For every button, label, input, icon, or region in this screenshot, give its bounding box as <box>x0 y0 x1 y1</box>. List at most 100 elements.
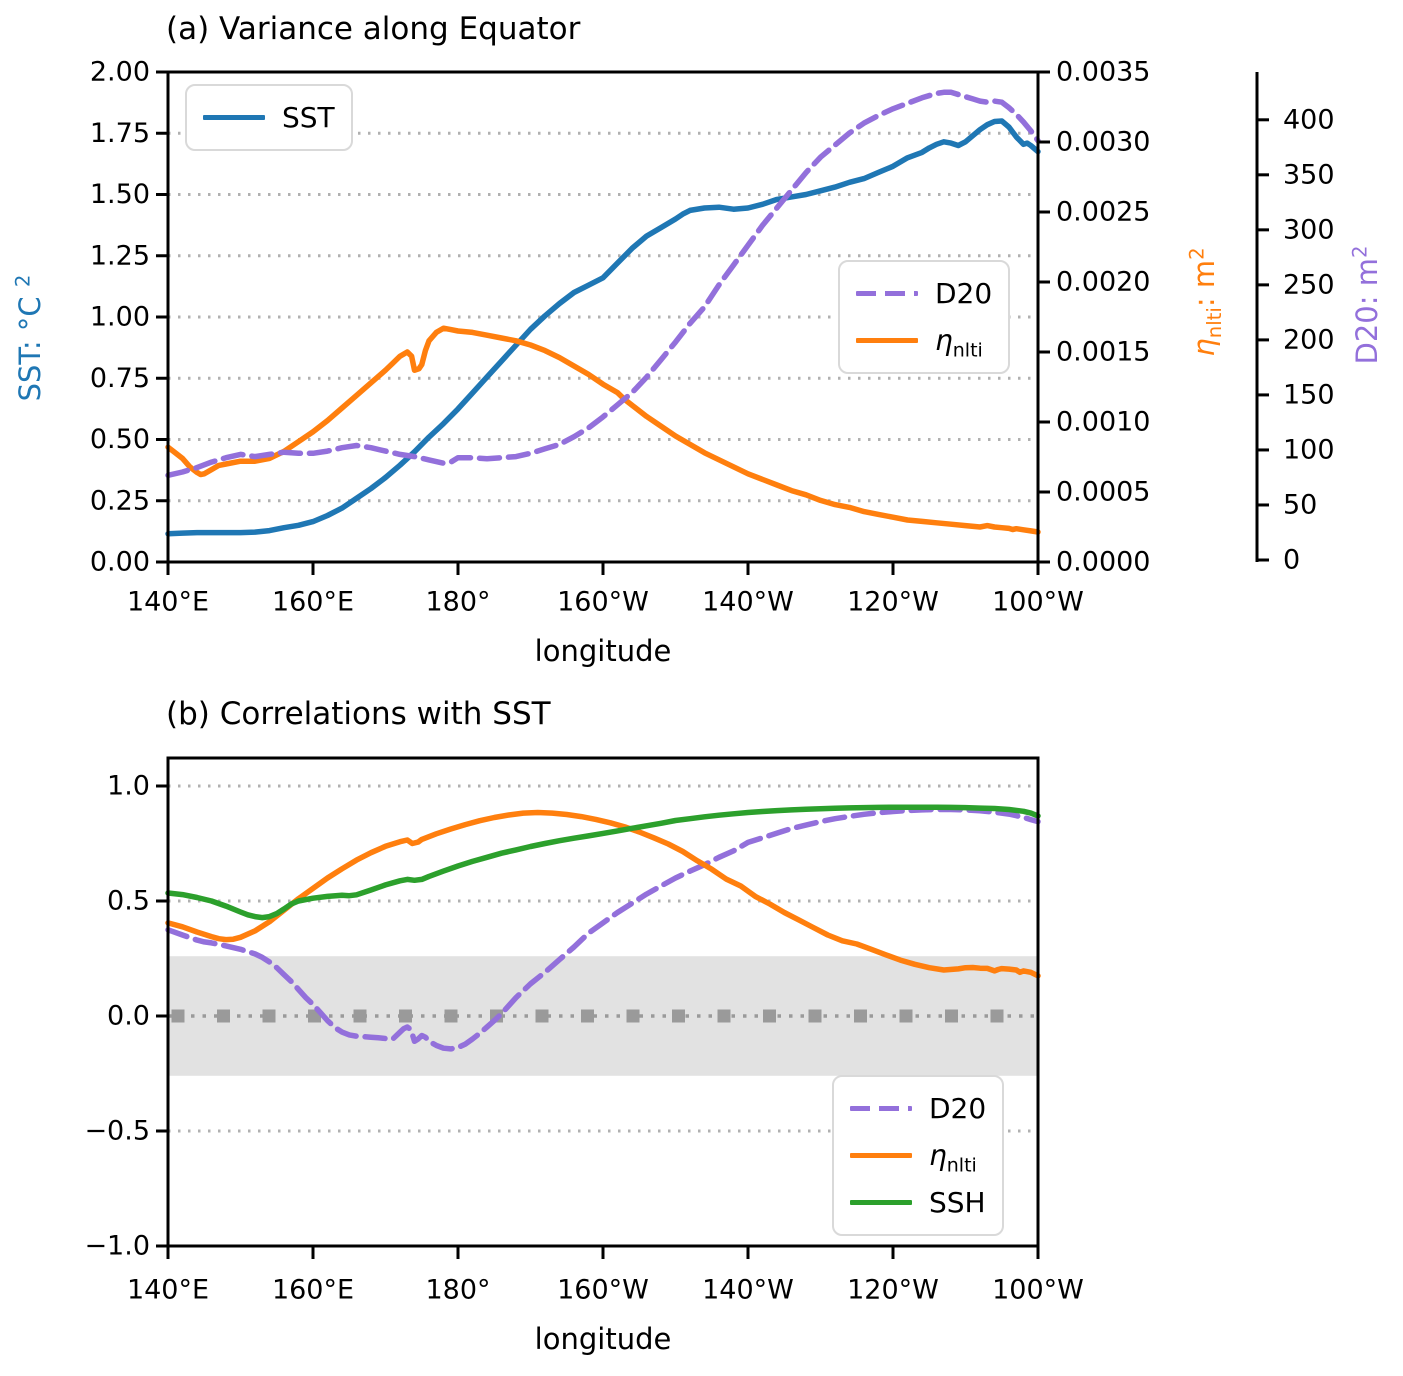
panel-b-ytick-label: 1.0 <box>107 771 150 802</box>
label-fragment: η <box>1187 338 1221 357</box>
legend-label: SST <box>282 101 335 134</box>
panel-b-series-eta_nlti-line <box>165 809 1041 979</box>
panel-a-xtick-label: 100°W <box>992 587 1084 618</box>
panel-a-eta-tick-label: 0.0010 <box>1056 407 1150 438</box>
legend-entry: SST <box>203 94 335 141</box>
panel-a-d20-tick-label: 0 <box>1283 545 1300 576</box>
panel-a-xtick-label: 180° <box>425 587 490 618</box>
panel-b-zero-marker <box>217 1009 230 1023</box>
label-fragment: 2 <box>1185 247 1209 260</box>
panel-b-legend: D20 ηnlti SSH <box>832 1075 1005 1236</box>
panel-b-zero-marker <box>899 1009 913 1023</box>
panel-a-series-SST-line <box>165 118 1041 537</box>
panel-a-d20-tick-label: 50 <box>1283 489 1317 520</box>
legend-line-sample <box>850 1153 912 1158</box>
label-fragment: η <box>929 1139 947 1172</box>
panel-a-ytick-label: 0.25 <box>90 485 150 516</box>
legend-line-sample <box>203 115 265 120</box>
panel-a-d20-tick-label: 400 <box>1283 104 1335 135</box>
panel-a-xlabel: longitude <box>534 634 672 668</box>
panel-a-eta-tick-label: 0.0015 <box>1056 337 1150 368</box>
panel-a-ytick-label: 1.50 <box>90 179 150 210</box>
legend-entry: D20 <box>850 1085 986 1132</box>
legend-entry: ηnlti <box>856 317 992 364</box>
panel-b-series-D20-line <box>165 806 1041 1052</box>
legend-entry: ηnlti <box>850 1132 986 1179</box>
panel-a-ylabel-eta: ηnlti: m2 <box>1185 247 1225 357</box>
panel-a-eta-tick-label: 0.0000 <box>1056 547 1150 578</box>
label-fragment: D20 <box>935 277 993 310</box>
panel-a-ylabel-d20: D20: m2 <box>1348 245 1384 365</box>
legend-label: SSH <box>929 1186 986 1219</box>
panel-a-d20-tick-label: 150 <box>1283 379 1335 410</box>
panel-b-ytick-label: −0.5 <box>84 1116 150 1147</box>
panel-b-series-SSH-line <box>165 804 1041 921</box>
panel-b-zero-marker <box>763 1009 776 1023</box>
label-fragment: η <box>935 324 953 357</box>
panel-a-eta-tick-label: 0.0035 <box>1056 57 1150 88</box>
panel-b-zero-marker <box>399 1009 412 1023</box>
panel-a-legend-d20-eta: D20 ηnlti <box>838 260 1011 374</box>
panel-b-xtick-label: 140°W <box>702 1275 794 1306</box>
panel-a-d20-tick-label: 300 <box>1283 214 1335 245</box>
label-fragment: SST <box>282 101 335 134</box>
panel-a-legend-sst: SST <box>185 84 353 151</box>
panel-a-d20-tick-label: 350 <box>1283 159 1335 190</box>
panel-a-eta-tick-label: 0.0020 <box>1056 267 1150 298</box>
panel-a-ytick-label: 1.75 <box>90 118 150 149</box>
panel-a-ylabel-sst: SST: °C 2 <box>11 274 47 402</box>
label-fragment: 2 <box>1348 245 1372 259</box>
panel-a-ytick-label: 0.00 <box>90 547 150 578</box>
legend-dashed-line-sample <box>856 291 918 296</box>
panel-b-zero-marker <box>854 1009 867 1023</box>
panel-b-xtick-label: 140°E <box>127 1275 209 1306</box>
legend-entry: SSH <box>850 1179 986 1226</box>
panel-b-zero-marker <box>626 1009 640 1023</box>
panel-a-eta-tick-label: 0.0025 <box>1056 197 1150 228</box>
legend-label: ηnlti <box>929 1139 977 1175</box>
panel-b-xlabel: longitude <box>534 1322 672 1356</box>
panel-b-xtick-label: 180° <box>425 1275 490 1306</box>
panel-b-zero-marker <box>535 1009 549 1023</box>
panel-a-ytick-label: 1.00 <box>90 302 150 333</box>
panel-b-ytick-label: 0.0 <box>107 1001 150 1032</box>
panel-b-title: (b) Correlations with SST <box>166 696 551 732</box>
panel-a-ytick-label: 0.75 <box>90 363 150 394</box>
panel-b-xtick-label: 100°W <box>992 1275 1084 1306</box>
panel-a-ytick-label: 2.00 <box>90 57 150 88</box>
panel-a-xtick-label: 160°W <box>557 587 649 618</box>
label-fragment: D20 <box>929 1092 987 1125</box>
label-fragment: D20: m <box>1350 258 1384 365</box>
label-fragment: SST: °C <box>13 287 47 402</box>
legend-label: ηnlti <box>935 324 983 360</box>
panel-b-zero-marker <box>808 1009 822 1023</box>
legend-line-sample <box>850 1200 912 1205</box>
panel-a-series-D20-line <box>165 89 1041 479</box>
panel-a-xtick-label: 140°W <box>702 587 794 618</box>
panel-a-ytick-label: 1.25 <box>90 240 150 271</box>
label-fragment: SSH <box>929 1186 986 1219</box>
panel-b-zero-marker <box>672 1009 685 1023</box>
legend-entry: D20 <box>856 270 992 317</box>
panel-a-xtick-label: 120°W <box>847 587 939 618</box>
panel-a-d20-tick-label: 200 <box>1283 324 1335 355</box>
panel-b-xtick-label: 160°W <box>557 1275 649 1306</box>
label-fragment: nlti <box>1202 307 1226 339</box>
panel-a-eta-tick-label: 0.0005 <box>1056 477 1150 508</box>
panel-b-xtick-label: 160°E <box>272 1275 354 1306</box>
panel-b-zero-marker <box>581 1009 594 1023</box>
legend-label: D20 <box>929 1092 986 1125</box>
label-fragment: 2 <box>11 274 35 288</box>
panel-b-xtick-label: 120°W <box>847 1275 939 1306</box>
label-fragment: nlti <box>946 1154 977 1177</box>
panel-a-d20-tick-label: 250 <box>1283 269 1335 300</box>
panel-a-d20-tick-label: 100 <box>1283 434 1335 465</box>
panel-b-zero-marker <box>990 1009 1004 1023</box>
label-fragment: : m <box>1187 259 1221 308</box>
panel-b-zero-marker <box>717 1009 731 1023</box>
panel-b-ytick-label: −1.0 <box>84 1231 150 1262</box>
panel-b-zero-marker <box>171 1009 185 1023</box>
panel-b-ytick-label: 0.5 <box>107 886 150 917</box>
